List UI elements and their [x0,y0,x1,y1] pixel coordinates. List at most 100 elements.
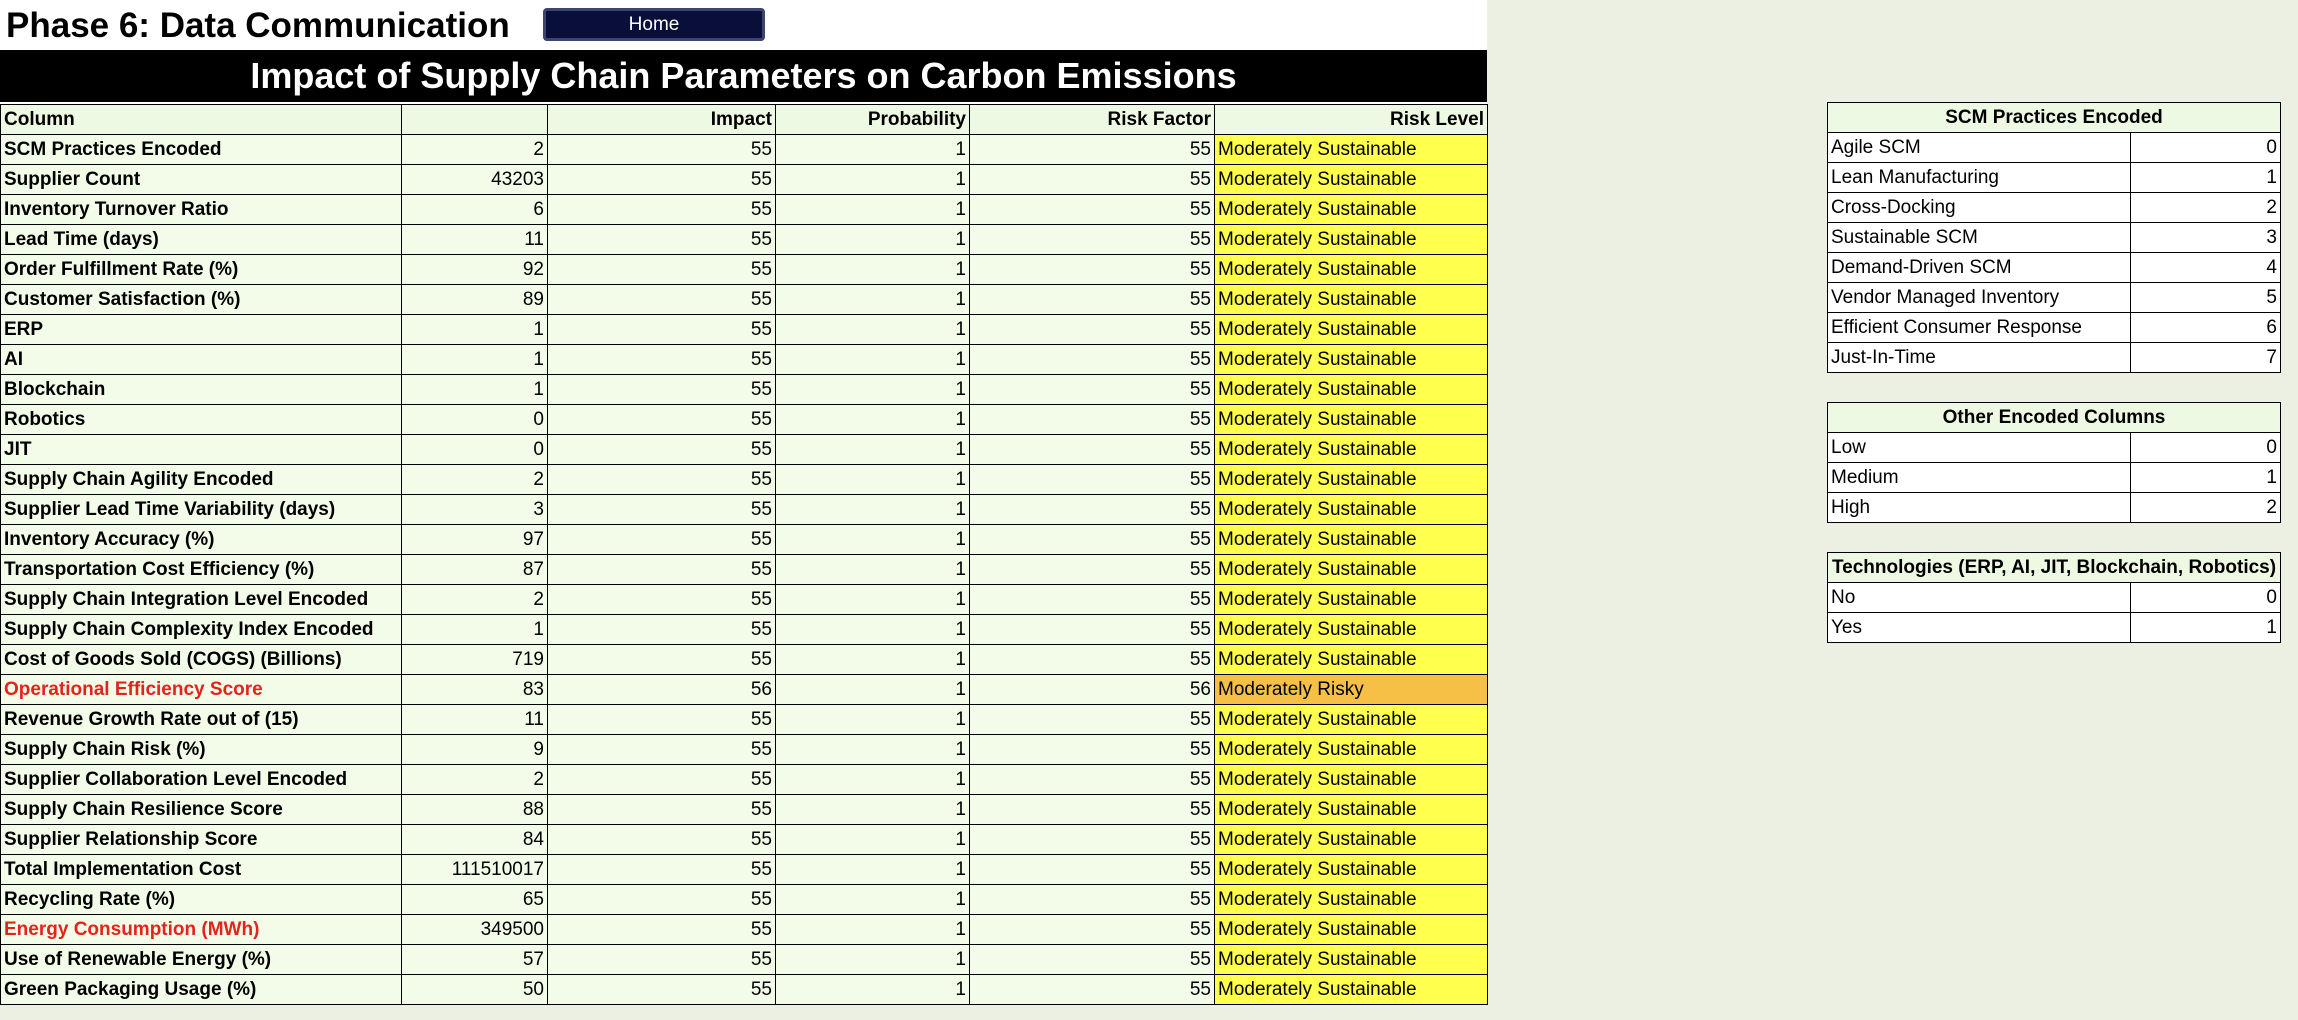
cell-value[interactable]: 2 [401,584,548,615]
cell-impact[interactable]: 55 [547,284,776,315]
cell-risk-level[interactable]: Moderately Sustainable [1214,344,1488,375]
cell-risk-factor[interactable]: 55 [969,404,1215,435]
cell-probability[interactable]: 1 [775,704,970,735]
cell-value[interactable]: 3 [401,494,548,525]
legend-code[interactable]: 2 [2130,192,2281,223]
cell-risk-level[interactable]: Moderately Sustainable [1214,644,1488,675]
legend-label[interactable]: Sustainable SCM [1827,222,2131,253]
cell-risk-level[interactable]: Moderately Sustainable [1214,734,1488,765]
cell-probability[interactable]: 1 [775,734,970,765]
cell-value[interactable]: 2 [401,764,548,795]
cell-risk-factor[interactable]: 55 [969,434,1215,465]
cell-probability[interactable]: 1 [775,644,970,675]
cell-risk-level[interactable]: Moderately Sustainable [1214,434,1488,465]
legend-label[interactable]: Low [1827,432,2131,463]
cell-probability[interactable]: 1 [775,884,970,915]
cell-value[interactable]: 65 [401,884,548,915]
cell-value[interactable]: 11 [401,224,548,255]
cell-impact[interactable]: 55 [547,224,776,255]
cell-probability[interactable]: 1 [775,314,970,345]
legend-code[interactable]: 7 [2130,342,2281,373]
cell-risk-factor[interactable]: 55 [969,344,1215,375]
cell-risk-factor[interactable]: 55 [969,464,1215,495]
cell-value[interactable]: 89 [401,284,548,315]
cell-value[interactable]: 57 [401,944,548,975]
cell-probability[interactable]: 1 [775,794,970,825]
home-button[interactable]: Home [543,8,765,41]
cell-risk-factor[interactable]: 55 [969,974,1215,1005]
cell-name[interactable]: Cost of Goods Sold (COGS) (Billions) [0,644,402,675]
cell-impact[interactable]: 55 [547,194,776,225]
cell-value[interactable]: 50 [401,974,548,1005]
cell-value[interactable]: 83 [401,674,548,705]
cell-name[interactable]: SCM Practices Encoded [0,134,402,165]
cell-risk-level[interactable]: Moderately Sustainable [1214,524,1488,555]
cell-impact[interactable]: 55 [547,914,776,945]
cell-risk-factor[interactable]: 55 [969,134,1215,165]
cell-value[interactable]: 2 [401,134,548,165]
cell-impact[interactable]: 55 [547,374,776,405]
cell-risk-level[interactable]: Moderately Sustainable [1214,284,1488,315]
cell-name[interactable]: Supply Chain Complexity Index Encoded [0,614,402,645]
cell-impact[interactable]: 55 [547,794,776,825]
cell-risk-factor[interactable]: 55 [969,224,1215,255]
cell-probability[interactable]: 1 [775,854,970,885]
column-header-value[interactable] [401,104,548,135]
cell-impact[interactable]: 55 [547,824,776,855]
cell-value[interactable]: 92 [401,254,548,285]
cell-impact[interactable]: 55 [547,644,776,675]
cell-name[interactable]: Supplier Collaboration Level Encoded [0,764,402,795]
cell-name[interactable]: Robotics [0,404,402,435]
cell-impact[interactable]: 55 [547,584,776,615]
cell-risk-factor[interactable]: 56 [969,674,1215,705]
cell-name[interactable]: Supply Chain Resilience Score [0,794,402,825]
cell-risk-factor[interactable]: 55 [969,584,1215,615]
cell-risk-factor[interactable]: 55 [969,914,1215,945]
cell-risk-level[interactable]: Moderately Sustainable [1214,704,1488,735]
legend-label[interactable]: No [1827,582,2131,613]
cell-value[interactable]: 1 [401,614,548,645]
cell-value[interactable]: 6 [401,194,548,225]
cell-value[interactable]: 84 [401,824,548,855]
cell-probability[interactable]: 1 [775,194,970,225]
cell-name[interactable]: Supplier Relationship Score [0,824,402,855]
legend-code[interactable]: 3 [2130,222,2281,253]
cell-risk-level[interactable]: Moderately Sustainable [1214,914,1488,945]
cell-value[interactable]: 111510017 [401,854,548,885]
cell-name[interactable]: Order Fulfillment Rate (%) [0,254,402,285]
legend-code[interactable]: 0 [2130,432,2281,463]
cell-impact[interactable]: 55 [547,404,776,435]
cell-probability[interactable]: 1 [775,434,970,465]
cell-risk-factor[interactable]: 55 [969,884,1215,915]
legend-title[interactable]: Technologies (ERP, AI, JIT, Blockchain, … [1827,552,2281,583]
cell-risk-factor[interactable]: 55 [969,854,1215,885]
cell-risk-factor[interactable]: 55 [969,734,1215,765]
legend-label[interactable]: Agile SCM [1827,132,2131,163]
cell-impact[interactable]: 55 [547,764,776,795]
cell-risk-factor[interactable]: 55 [969,764,1215,795]
column-header-impact[interactable]: Impact [547,104,776,135]
column-header-risk-level[interactable]: Risk Level [1214,104,1488,135]
cell-risk-level[interactable]: Moderately Sustainable [1214,764,1488,795]
cell-value[interactable]: 1 [401,344,548,375]
cell-name[interactable]: AI [0,344,402,375]
cell-risk-factor[interactable]: 55 [969,704,1215,735]
cell-probability[interactable]: 1 [775,944,970,975]
cell-risk-factor[interactable]: 55 [969,164,1215,195]
cell-value[interactable]: 9 [401,734,548,765]
cell-name[interactable]: Supply Chain Agility Encoded [0,464,402,495]
cell-risk-level[interactable]: Moderately Sustainable [1214,464,1488,495]
cell-risk-factor[interactable]: 55 [969,824,1215,855]
cell-value[interactable]: 87 [401,554,548,585]
cell-value[interactable]: 97 [401,524,548,555]
legend-label[interactable]: Lean Manufacturing [1827,162,2131,193]
cell-risk-level[interactable]: Moderately Risky [1214,674,1488,705]
column-header-risk-factor[interactable]: Risk Factor [969,104,1215,135]
cell-impact[interactable]: 55 [547,734,776,765]
cell-risk-level[interactable]: Moderately Sustainable [1214,194,1488,225]
legend-label[interactable]: Vendor Managed Inventory [1827,282,2131,313]
cell-name[interactable]: Recycling Rate (%) [0,884,402,915]
cell-probability[interactable]: 1 [775,464,970,495]
cell-impact[interactable]: 55 [547,434,776,465]
cell-name[interactable]: Supplier Lead Time Variability (days) [0,494,402,525]
